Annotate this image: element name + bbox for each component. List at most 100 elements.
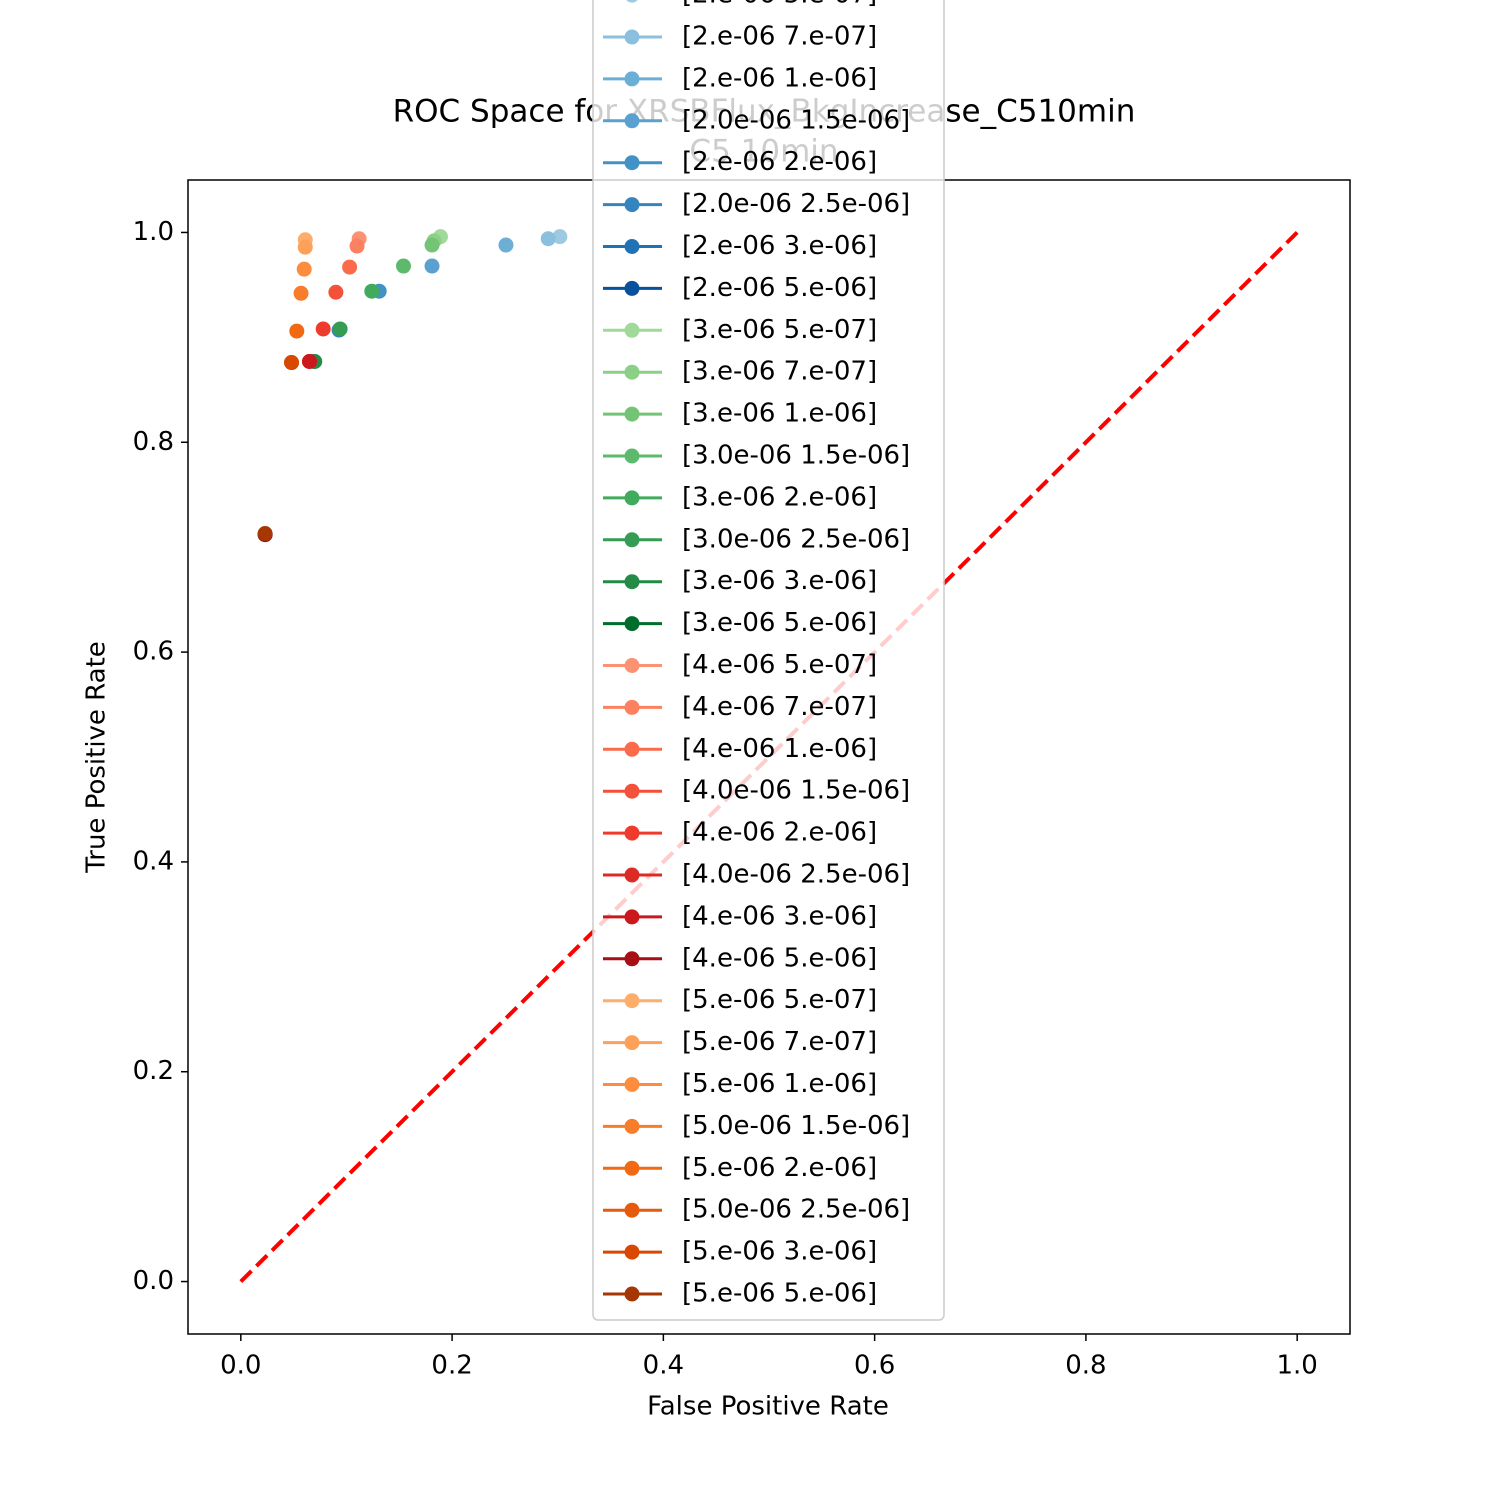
- legend-marker: [624, 448, 640, 464]
- data-point: [424, 258, 440, 274]
- legend-label: [5.0e-06 2.5e-06]: [682, 1195, 910, 1225]
- legend-label: [2.0e-06 2.5e-06]: [682, 189, 910, 219]
- data-point: [297, 239, 313, 255]
- legend-marker: [624, 616, 640, 632]
- legend-marker: [624, 1035, 640, 1051]
- legend-label: [5.e-06 1.e-06]: [682, 1069, 877, 1099]
- y-tick-label: 0.4: [133, 846, 174, 876]
- y-tick-label: 0.2: [133, 1056, 174, 1086]
- legend-marker: [624, 322, 640, 338]
- legend-label: [2.e-06 2.e-06]: [682, 147, 877, 177]
- legend-label: [4.e-06 1.e-06]: [682, 734, 877, 764]
- legend-marker: [624, 197, 640, 213]
- legend-marker: [624, 532, 640, 548]
- legend: [2.e-06 5.e-07] [2.e-06 7.e-07] [2.e-06 1.…: [592, 0, 945, 1321]
- legend-marker: [624, 155, 640, 171]
- data-point: [301, 353, 317, 369]
- data-point: [328, 284, 344, 300]
- data-point: [284, 355, 300, 371]
- legend-marker: [624, 783, 640, 799]
- legend-marker: [624, 239, 640, 254]
- legend-label: [3.e-06 7.e-07]: [682, 357, 877, 387]
- legend-label: [4.e-06 5.e-07]: [682, 650, 877, 680]
- legend-label: [3.e-06 5.e-07]: [682, 315, 877, 345]
- legend-label: [2.e-06 5.e-07]: [682, 0, 877, 10]
- legend-marker: [624, 1160, 640, 1176]
- legend-label: [2.e-06 7.e-07]: [682, 22, 877, 52]
- legend-marker: [624, 825, 640, 841]
- legend-marker: [624, 699, 640, 715]
- legend-marker: [624, 1077, 640, 1092]
- legend-label: [4.e-06 2.e-06]: [682, 818, 877, 848]
- legend-label: [4.e-06 5.e-06]: [682, 943, 877, 973]
- legend-marker: [624, 909, 640, 925]
- legend-marker: [626, 0, 638, 3]
- legend-marker: [624, 1286, 640, 1302]
- x-tick-label: 0.2: [431, 1351, 472, 1381]
- y-tick-label: 0.6: [133, 637, 174, 667]
- y-tick-label: 1.0: [133, 217, 174, 247]
- data-point: [364, 283, 380, 299]
- x-axis-label: False Positive Rate: [647, 1392, 889, 1422]
- legend-label: [4.e-06 3.e-06]: [682, 901, 877, 931]
- legend-label: [5.e-06 7.e-07]: [682, 1027, 877, 1057]
- x-tick-label: 0.6: [854, 1351, 895, 1381]
- legend-marker: [624, 993, 640, 1009]
- data-point: [257, 526, 273, 542]
- x-tick-label: 1.0: [1277, 1351, 1318, 1381]
- data-point: [332, 321, 348, 337]
- legend-label: [5.e-06 2.e-06]: [682, 1153, 877, 1183]
- legend-label: [2.e-06 5.e-06]: [682, 273, 877, 303]
- legend-label: [3.e-06 1.e-06]: [682, 399, 877, 429]
- legend-marker: [624, 406, 640, 422]
- data-point: [315, 321, 331, 337]
- data-point: [289, 323, 305, 339]
- legend-label: [4.e-06 7.e-07]: [682, 692, 877, 722]
- legend-label: [3.e-06 5.e-06]: [682, 608, 877, 638]
- legend-marker: [624, 280, 640, 296]
- legend-marker: [624, 1118, 640, 1134]
- legend-label: [3.e-06 3.e-06]: [682, 566, 877, 596]
- y-tick-label: 0.0: [133, 1266, 174, 1296]
- legend-marker: [624, 29, 640, 45]
- legend-marker: [624, 71, 640, 87]
- legend-label: [2.0e-06 1.5e-06]: [682, 105, 910, 135]
- legend-label: [5.e-06 5.e-06]: [682, 1279, 877, 1309]
- data-point: [552, 229, 568, 245]
- data-point: [296, 261, 312, 277]
- legend-marker: [624, 1202, 640, 1218]
- legend-label: [5.0e-06 1.5e-06]: [682, 1111, 910, 1141]
- reference-line: [239, 231, 1299, 1283]
- legend-frame: [592, 0, 945, 1321]
- legend-label: [5.e-06 3.e-06]: [682, 1237, 877, 1267]
- x-tick-label: 0.8: [1065, 1351, 1106, 1381]
- data-point: [498, 237, 514, 253]
- data-point: [293, 285, 309, 301]
- legend-label: [3.0e-06 1.5e-06]: [682, 441, 910, 471]
- legend-marker: [624, 658, 640, 673]
- legend-marker: [624, 951, 640, 967]
- data-point: [395, 258, 411, 274]
- legend-label: [3.e-06 2.e-06]: [682, 482, 877, 512]
- data-point: [540, 231, 556, 247]
- legend-marker: [624, 867, 640, 883]
- legend-marker: [624, 113, 640, 129]
- legend-label: [4.0e-06 2.5e-06]: [682, 860, 910, 890]
- legend-marker: [624, 364, 640, 380]
- y-axis-label: True Positive Rate: [82, 641, 112, 874]
- legend-label: [2.e-06 3.e-06]: [682, 231, 877, 261]
- legend-label: [5.e-06 5.e-07]: [682, 985, 877, 1015]
- data-point: [342, 259, 358, 275]
- legend-label: [3.0e-06 2.5e-06]: [682, 524, 910, 554]
- legend-label: [4.0e-06 1.5e-06]: [682, 776, 910, 806]
- legend-marker: [624, 741, 640, 757]
- y-tick-label: 0.8: [133, 427, 174, 457]
- data-point: [424, 237, 440, 253]
- legend-marker: [624, 1244, 640, 1260]
- data-point: [349, 238, 365, 254]
- x-tick-label: 0.0: [220, 1351, 261, 1381]
- x-tick-label: 0.4: [643, 1351, 684, 1381]
- legend-label: [2.e-06 1.e-06]: [682, 63, 877, 93]
- legend-marker: [624, 490, 640, 506]
